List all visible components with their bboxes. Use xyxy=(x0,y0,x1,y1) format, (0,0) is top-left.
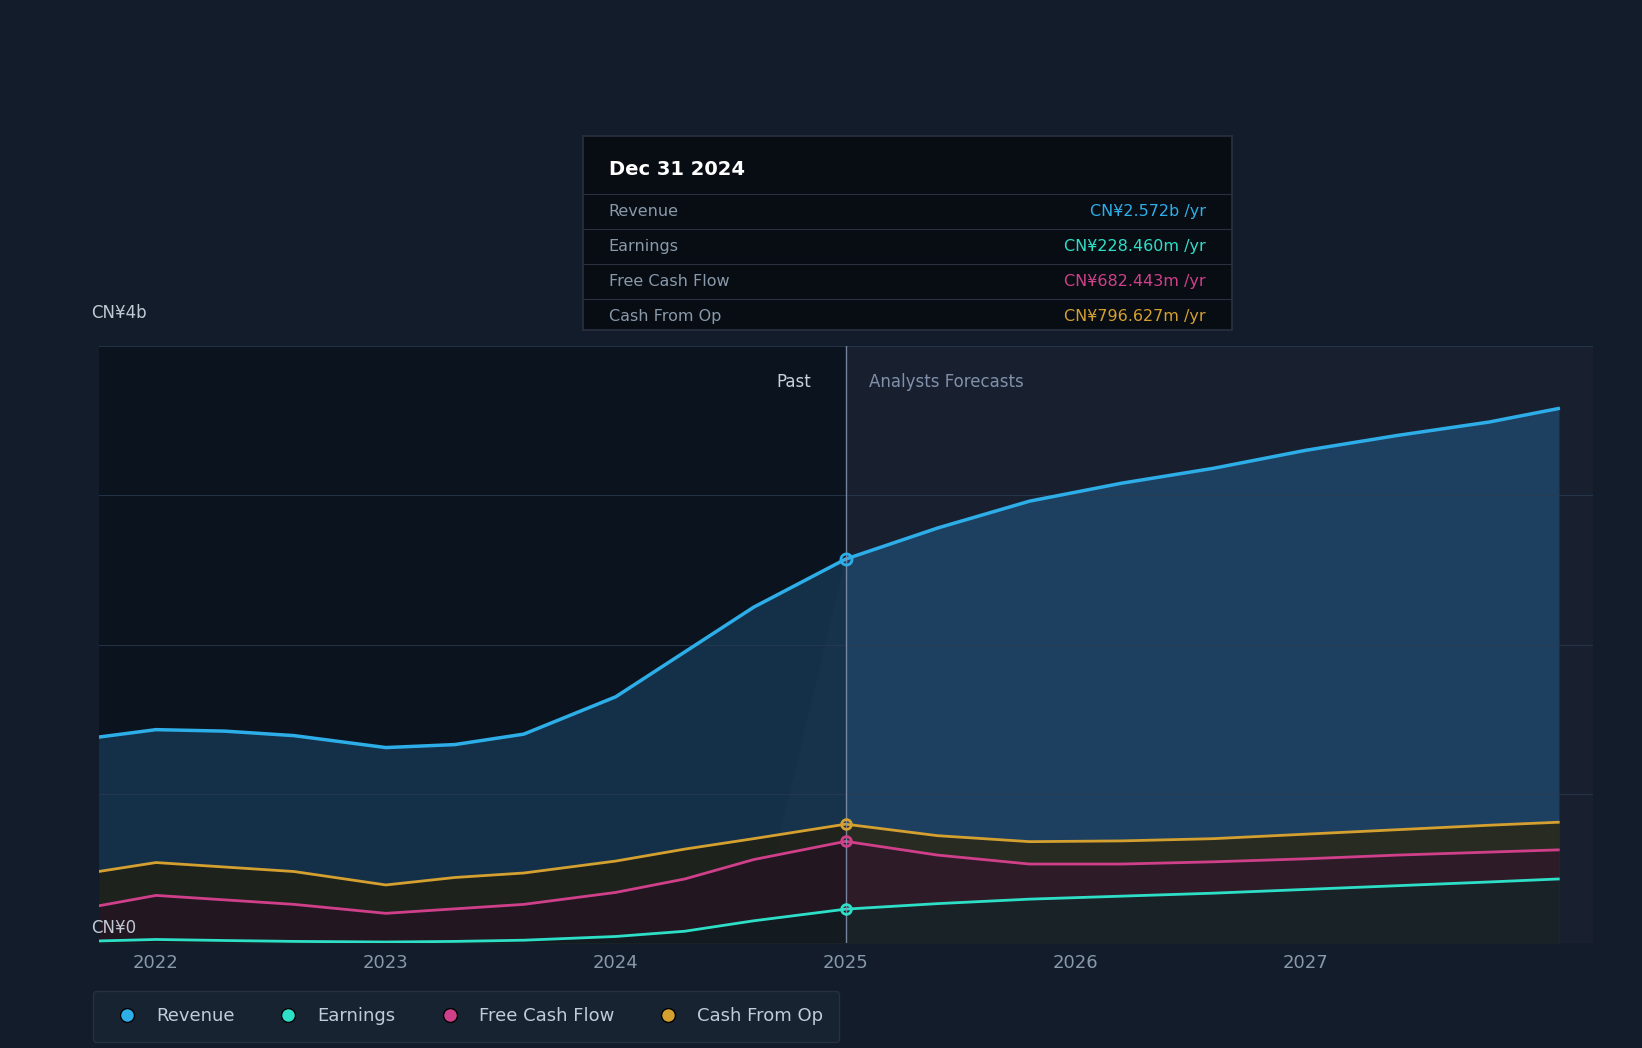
Text: CN¥228.460m /yr: CN¥228.460m /yr xyxy=(1064,239,1205,255)
Text: CN¥796.627m /yr: CN¥796.627m /yr xyxy=(1064,309,1205,324)
Legend: Revenue, Earnings, Free Cash Flow, Cash From Op: Revenue, Earnings, Free Cash Flow, Cash … xyxy=(92,991,839,1042)
Text: Earnings: Earnings xyxy=(609,239,678,255)
Text: CN¥2.572b /yr: CN¥2.572b /yr xyxy=(1090,204,1205,219)
Text: CN¥682.443m /yr: CN¥682.443m /yr xyxy=(1064,275,1205,289)
Text: Dec 31 2024: Dec 31 2024 xyxy=(609,159,745,178)
Bar xyxy=(99,346,846,943)
Text: Cash From Op: Cash From Op xyxy=(609,309,721,324)
Bar xyxy=(99,346,846,943)
Text: Free Cash Flow: Free Cash Flow xyxy=(609,275,729,289)
Text: Analysts Forecasts: Analysts Forecasts xyxy=(869,373,1023,391)
Text: Past: Past xyxy=(777,373,811,391)
Text: CN¥0: CN¥0 xyxy=(90,919,136,937)
Text: Revenue: Revenue xyxy=(609,204,678,219)
Text: CN¥4b: CN¥4b xyxy=(90,304,146,322)
